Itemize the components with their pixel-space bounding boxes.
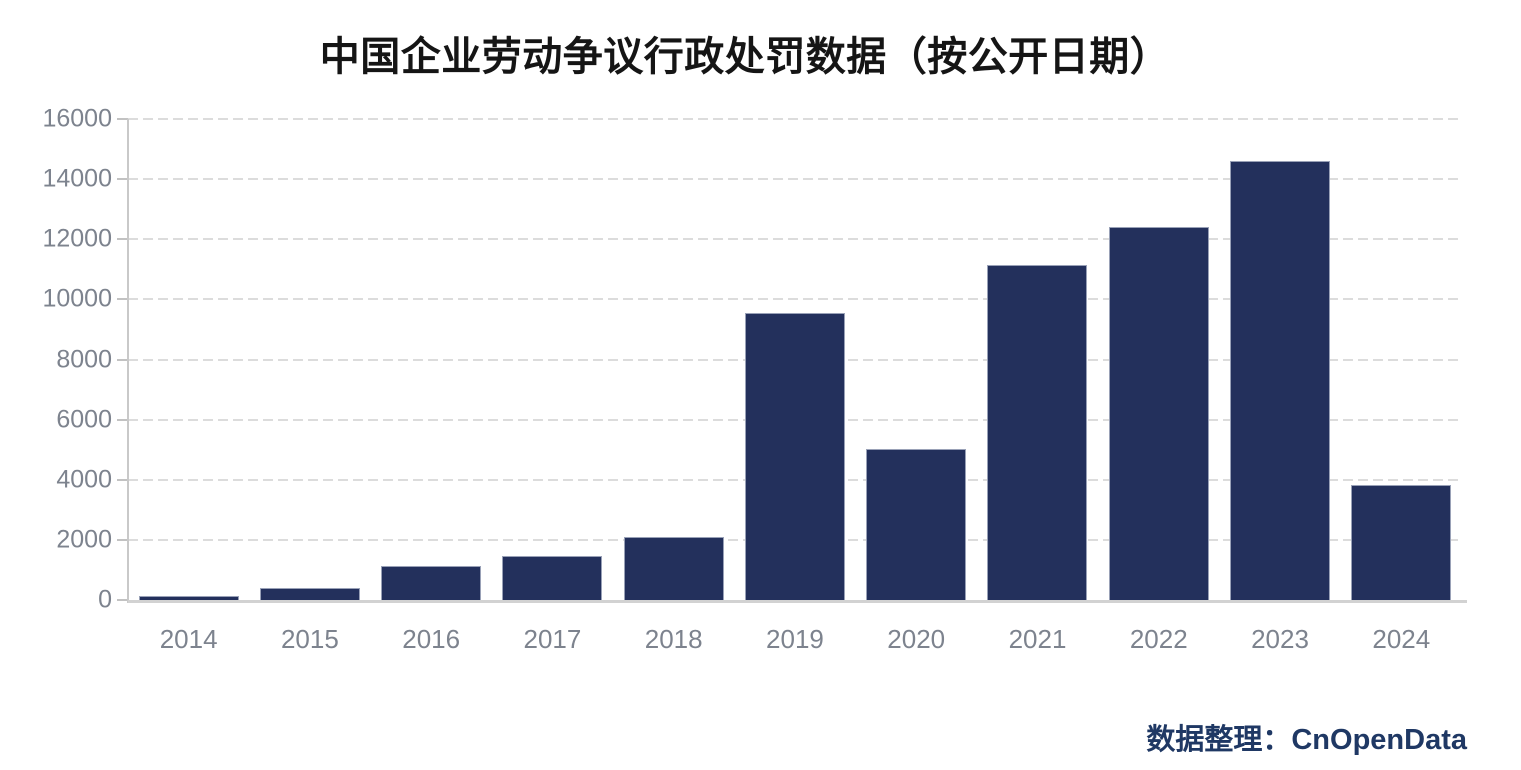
y-tick-mark-16000 xyxy=(117,118,128,120)
x-axis-line xyxy=(128,600,1467,603)
bar-slot-2020 xyxy=(856,119,977,600)
plot-area xyxy=(128,118,1462,600)
y-tick-mark-4000 xyxy=(117,478,128,481)
x-tick-label-2016: 2016 xyxy=(402,624,461,654)
x-axis-labels: 2014 2015 2016 2017 2018 2019 2020 2021 2022 2023… xyxy=(128,624,1462,655)
y-tick-mark-8000 xyxy=(117,358,128,361)
bar-slot-2014 xyxy=(128,119,249,600)
gridline-10000 xyxy=(128,298,1462,301)
gridline-14000 xyxy=(128,178,1462,181)
y-tick-mark-0 xyxy=(117,599,128,601)
gridline-12000 xyxy=(128,238,1462,241)
y-tick-label-8000: 8000 xyxy=(56,345,112,373)
y-axis-line xyxy=(127,119,129,603)
x-tick-label-2021: 2021 xyxy=(1008,624,1067,654)
source-note: 数据整理：CnOpenData xyxy=(1146,724,1467,756)
x-tick-label-2015: 2015 xyxy=(280,624,339,654)
bar-2021 xyxy=(987,265,1088,600)
bar-2014 xyxy=(138,595,239,600)
y-tick-label-2000: 2000 xyxy=(56,525,112,554)
bar-2022 xyxy=(1108,227,1209,600)
bar-slot-2024 xyxy=(1341,119,1462,600)
y-tick-mark-14000 xyxy=(117,178,128,181)
x-tick-label-2020: 2020 xyxy=(887,624,946,654)
x-tick-label-2023: 2023 xyxy=(1251,624,1309,654)
y-tick-label-10000: 10000 xyxy=(42,284,112,313)
bar-slot-2018 xyxy=(613,119,734,600)
y-tick-mark-2000 xyxy=(117,538,128,541)
bar-slot-2021 xyxy=(977,119,1098,600)
y-tick-mark-12000 xyxy=(117,238,128,241)
bar-slot-2016 xyxy=(371,119,492,600)
bar-2018 xyxy=(623,537,724,600)
x-tick-label-2024: 2024 xyxy=(1372,624,1431,654)
x-tick-label-2018: 2018 xyxy=(644,624,703,654)
y-tick-label-4000: 4000 xyxy=(56,465,112,494)
y-tick-mark-6000 xyxy=(117,418,128,421)
bar-slot-2019 xyxy=(734,119,855,600)
bar-2024 xyxy=(1351,484,1452,600)
bar-2016 xyxy=(381,566,482,600)
gridline-16000 xyxy=(128,118,1462,120)
y-axis-labels: 0 2000 4000 6000 8000 10000 12000 14000 16000 xyxy=(0,105,112,614)
bar-2017 xyxy=(502,555,603,600)
x-tick-label-2017: 2017 xyxy=(523,624,582,654)
x-tick-label-2014: 2014 xyxy=(159,624,218,654)
bar-2015 xyxy=(259,588,360,600)
bar-2020 xyxy=(866,449,967,600)
bar-slot-2015 xyxy=(249,119,370,600)
bar-2019 xyxy=(744,313,845,600)
y-tick-label-0: 0 xyxy=(98,585,112,614)
y-tick-label-12000: 12000 xyxy=(42,224,112,253)
bars-layer xyxy=(128,119,1462,600)
bar-slot-2022 xyxy=(1098,119,1219,600)
bar-slot-2017 xyxy=(492,119,613,600)
y-axis-ticks xyxy=(117,118,128,601)
x-tick-label-2019: 2019 xyxy=(766,624,824,654)
x-tick-label-2022: 2022 xyxy=(1129,624,1188,654)
y-tick-label-14000: 14000 xyxy=(42,164,112,193)
bar-2023 xyxy=(1230,160,1331,600)
y-tick-label-6000: 6000 xyxy=(56,405,112,434)
y-tick-mark-10000 xyxy=(117,298,128,301)
bar-slot-2023 xyxy=(1219,119,1340,600)
chart-title: 中国企业劳动争议行政处罚数据（按公开日期） xyxy=(319,35,1171,79)
y-tick-label-16000: 16000 xyxy=(42,104,112,133)
